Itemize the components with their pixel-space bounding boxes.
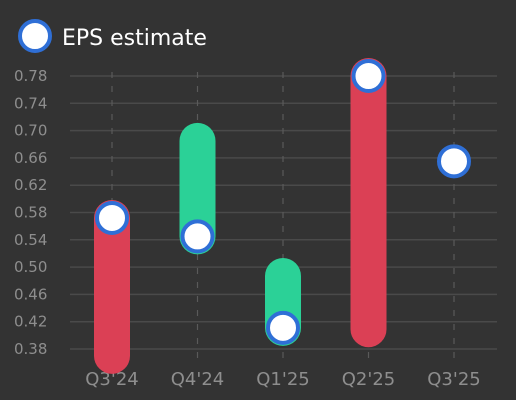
y-tick-label: 0.46 <box>14 285 47 303</box>
y-tick-label: 0.74 <box>14 94 47 112</box>
y-tick-label: 0.78 <box>14 67 47 85</box>
x-tick-label: Q4'24 <box>171 369 224 390</box>
y-tick-label: 0.58 <box>14 204 47 222</box>
range-bar <box>350 58 387 348</box>
y-tick-label: 0.66 <box>14 149 47 167</box>
range-bar <box>94 199 130 374</box>
y-tick-label: 0.70 <box>14 122 47 140</box>
range-bar <box>179 122 216 255</box>
y-tick-label: 0.38 <box>14 340 47 358</box>
legend-marker-icon <box>18 19 52 53</box>
y-tick-label: 0.62 <box>14 176 47 194</box>
y-axis: 0.38 0.42 0.46 0.50 0.54 0.58 0.62 0.66 0.70 0.74… <box>14 67 47 358</box>
legend: EPS estimate <box>18 19 207 53</box>
y-tick-label: 0.54 <box>14 231 47 249</box>
y-tick-label: 0.42 <box>14 313 47 331</box>
range-bars <box>94 58 387 374</box>
x-tick-label: Q3'24 <box>85 369 138 390</box>
estimate-marker <box>437 144 471 179</box>
estimate-marker <box>95 200 129 235</box>
legend-label: EPS estimate <box>62 26 207 51</box>
estimate-marker <box>266 310 300 345</box>
y-tick-label: 0.50 <box>14 258 47 276</box>
x-tick-label: Q3'25 <box>427 369 480 390</box>
x-tick-label: Q2'25 <box>342 369 395 390</box>
x-tick-label: Q1'25 <box>256 369 309 390</box>
x-axis: Q3'24 Q4'24 Q1'25 Q2'25 Q3'25 <box>85 369 480 390</box>
estimate-marker <box>180 219 215 254</box>
estimate-marker <box>351 59 386 93</box>
estimate-markers <box>95 59 471 345</box>
